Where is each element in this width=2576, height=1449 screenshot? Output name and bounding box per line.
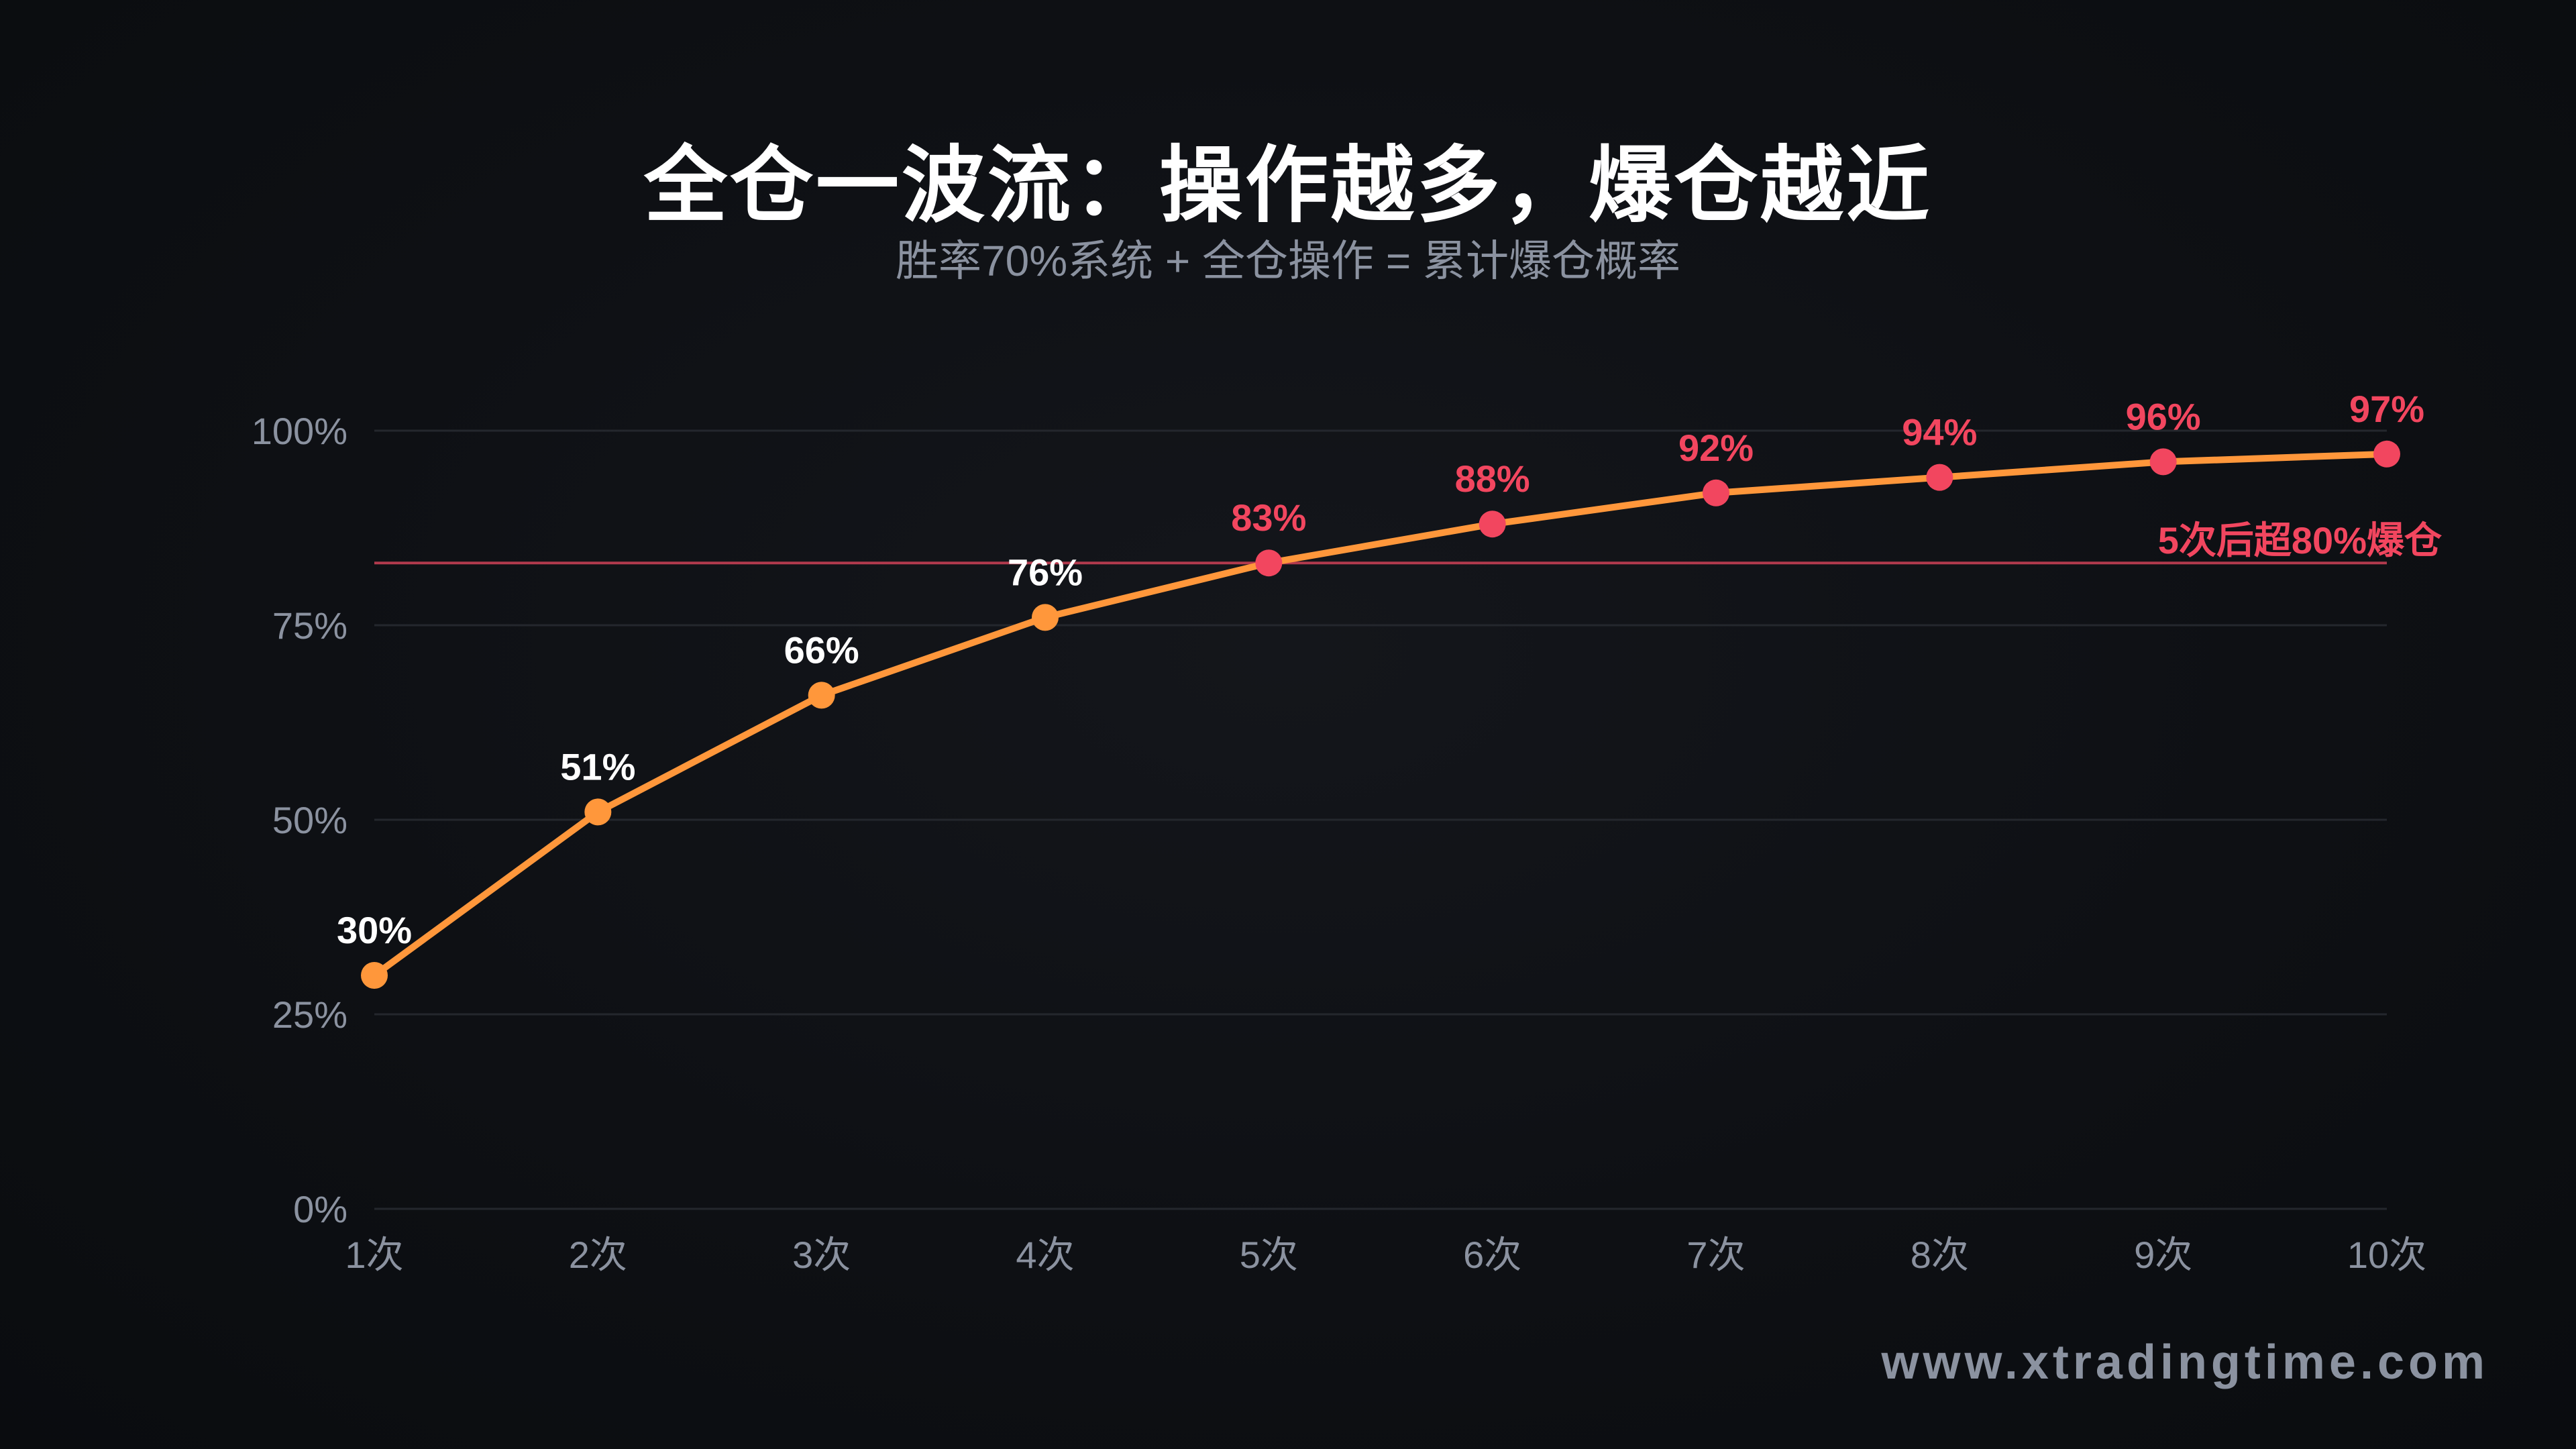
data-label: 88% [1455, 458, 1530, 500]
watermark: www.xtradingtime.com [1881, 1336, 2489, 1389]
series-polyline [372, 450, 2387, 979]
x-tick-label: 4次 [1016, 1234, 1074, 1276]
data-point [584, 798, 612, 826]
data-label: 97% [2349, 388, 2424, 430]
y-tick-label: 25% [272, 994, 347, 1036]
data-point [1926, 464, 1953, 491]
x-tick-label: 2次 [569, 1234, 627, 1276]
data-point [361, 962, 388, 989]
x-tick-label: 7次 [1686, 1234, 1745, 1276]
threshold-line: 5次后超80%爆仓 [374, 519, 2443, 565]
data-label: 30% [337, 909, 412, 951]
data-labels: 30% 51% 66% 76% 83% 88% 92% 94% 96% 97% [337, 388, 2424, 951]
data-point [1479, 511, 1506, 538]
data-label: 76% [1008, 551, 1083, 593]
gridlines [374, 429, 2387, 1210]
x-axis-ticks: 1次 2次 3次 4次 5次 6次 7次 8次 9次 10次 [345, 1234, 2426, 1276]
x-tick-label: 6次 [1463, 1234, 1521, 1276]
y-tick-label: 0% [293, 1188, 347, 1230]
y-tick-label: 50% [272, 799, 347, 841]
chart-subtitle: 胜率70%系统 + 全仓操作 = 累计爆仓概率 [896, 237, 1680, 285]
series-line [372, 450, 2387, 979]
x-tick-label: 5次 [1240, 1234, 1298, 1276]
data-point [2149, 448, 2177, 476]
x-tick-label: 9次 [2134, 1234, 2192, 1276]
x-tick-label: 10次 [2347, 1234, 2426, 1276]
data-label: 96% [2126, 395, 2201, 437]
data-label: 94% [1902, 411, 1977, 453]
data-points [361, 440, 2400, 989]
threshold-label: 5次后超80%爆仓 [2158, 519, 2443, 561]
data-point [1255, 549, 1283, 577]
data-point [2373, 440, 2400, 468]
x-tick-label: 1次 [345, 1234, 403, 1276]
chart-title: 全仓一波流：操作越多，爆仓越近 [643, 140, 1932, 232]
data-point [808, 682, 835, 709]
x-tick-label: 3次 [792, 1234, 851, 1276]
y-tick-label: 75% [272, 604, 347, 647]
data-label: 83% [1231, 496, 1306, 539]
y-tick-label: 100% [252, 410, 347, 452]
x-tick-label: 8次 [1911, 1234, 1969, 1276]
y-axis-ticks: 0% 25% 50% 75% 100% [252, 410, 347, 1230]
data-label: 51% [560, 745, 635, 788]
data-label: 92% [1678, 427, 1754, 469]
data-point [1703, 479, 1729, 506]
data-label: 66% [784, 629, 859, 671]
data-point [1032, 604, 1059, 631]
